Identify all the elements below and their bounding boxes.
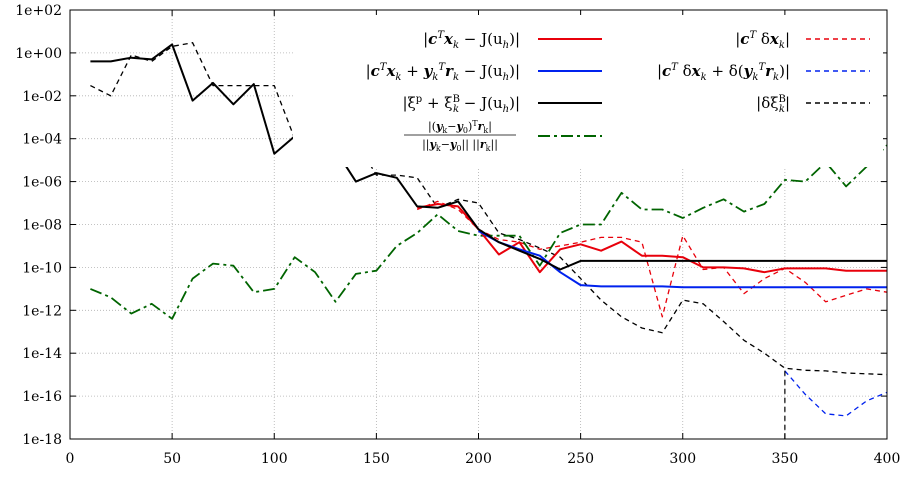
x-tick-label: 100: [261, 451, 288, 467]
y-tick-label: 1e-18: [22, 432, 62, 448]
y-tick-label: 1e-10: [22, 260, 62, 276]
y-tick-label: 1e-12: [22, 303, 62, 319]
legend-label-green-denominator: ||yk−y0|| ||rk||: [422, 138, 498, 153]
legend-background: [293, 15, 883, 167]
x-tick-label: 350: [772, 451, 799, 467]
x-tick-label: 50: [163, 451, 181, 467]
y-tick-label: 1e-02: [22, 89, 62, 105]
legend: |cTxk − J(uh)| |cTxk + ykTrk − J(uh)| |ξ…: [293, 15, 883, 167]
x-tick-label: 150: [363, 451, 390, 467]
y-tick-label: 1e-06: [22, 175, 62, 191]
legend-label-red-dashed: |cT δxk|: [735, 30, 790, 51]
y-tick-label: 1e-04: [22, 132, 62, 148]
series-line-4: [416, 200, 887, 318]
legend-label-red-solid: |cTxk − J(uh)|: [423, 30, 520, 51]
series-line-5: [784, 370, 887, 417]
legend-label-green-numerator: |(yk−y0)Trk|: [428, 119, 492, 135]
series-line-6: [90, 42, 887, 376]
x-tick-label: 200: [465, 451, 492, 467]
series-layer: [90, 42, 887, 439]
y-tick-label: 1e+02: [15, 3, 62, 19]
x-tick-label: 400: [874, 451, 901, 467]
y-tick-label: 1e+00: [15, 46, 62, 62]
x-tick-label: 0: [66, 451, 75, 467]
legend-label-black-solid: |ξp + ξB k − J(uh)|: [402, 94, 520, 115]
y-tick-label: 1e-08: [22, 218, 62, 234]
legend-label-blue-solid: |cTxk + ykTrk − J(uh)|: [366, 62, 520, 83]
series-line-1: [478, 230, 887, 289]
series-line-3: [90, 144, 887, 320]
x-tick-label: 300: [669, 451, 696, 467]
series-line-0: [417, 203, 887, 274]
ticks: 1e+02 1e+00 1e-02 1e-04 1e-06 1e-08 1e-10 1e-12…: [15, 3, 900, 467]
y-tick-label: 1e-14: [22, 346, 62, 362]
legend-label-blue-dashed: |cT δxk + δ(ykTrk)|: [657, 62, 790, 83]
y-tick-label: 1e-16: [22, 389, 62, 405]
legend-label-black-dashed: |δξB k|: [756, 94, 790, 115]
x-tick-label: 250: [567, 451, 594, 467]
series-line-2: [90, 43, 887, 271]
